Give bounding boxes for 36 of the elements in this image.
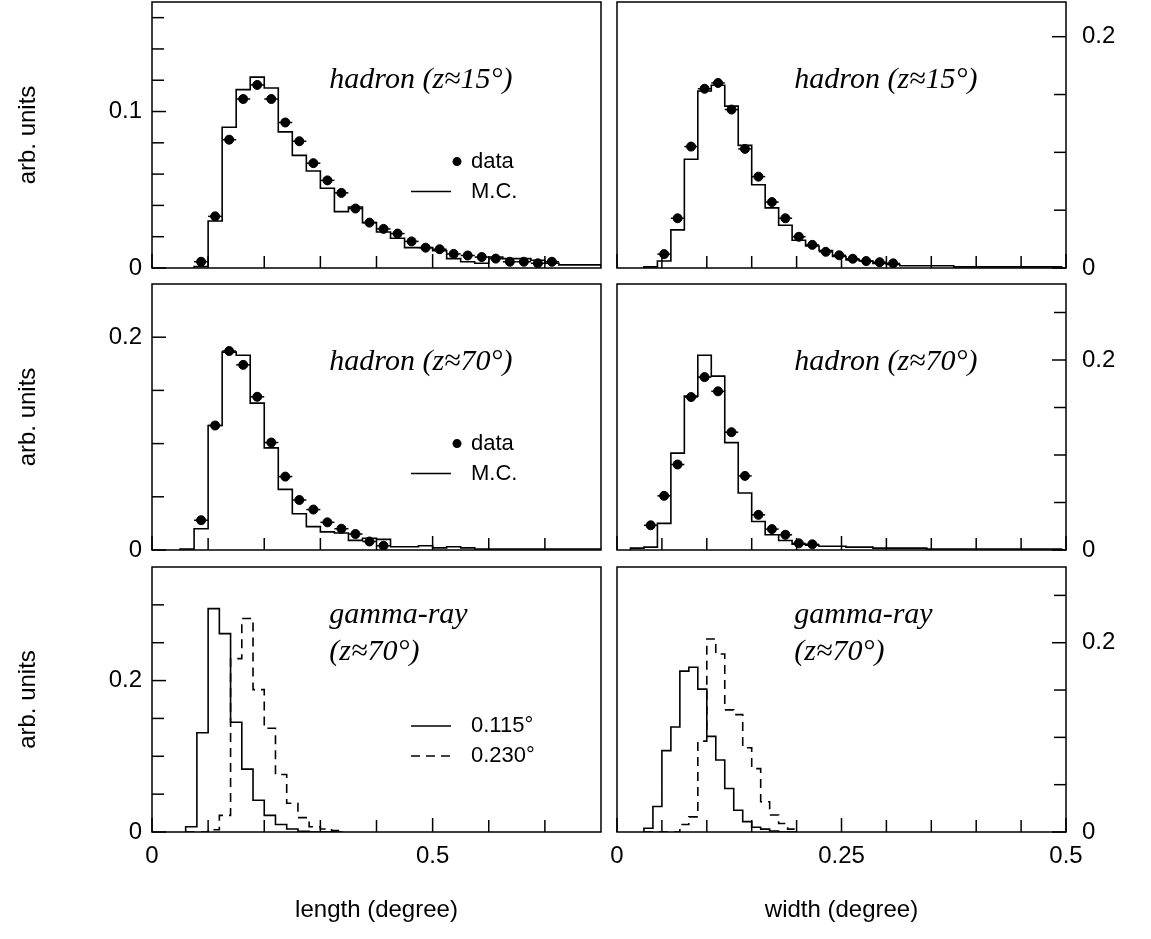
- y-tick-label: 0.2: [108, 321, 142, 349]
- y-axis-title: arb. units: [13, 650, 41, 749]
- annotation: (z≈70°): [329, 632, 420, 667]
- x-tick-label: 0.25: [818, 841, 865, 869]
- y-tick-label: 0: [1082, 534, 1096, 562]
- annotation: hadron (z≈15°): [794, 60, 978, 95]
- legend-label: data: [471, 429, 515, 455]
- y-axis-title: arb. units: [13, 367, 41, 467]
- annotation: hadron (z≈15°): [329, 60, 513, 95]
- y-tick-label: 0: [1082, 816, 1096, 844]
- y-tick-label: 0.2: [108, 665, 142, 693]
- annotation: gamma-ray: [329, 595, 469, 629]
- legend-label: data: [471, 147, 515, 173]
- annotation: gamma-ray: [794, 595, 934, 629]
- annotation: hadron (z≈70°): [329, 342, 513, 377]
- y-tick-label: 0.2: [1082, 627, 1116, 655]
- x-tick-label: 0: [145, 841, 159, 869]
- x-axis-title: length (degree): [295, 895, 458, 923]
- annotation: (z≈70°): [794, 632, 885, 667]
- y-tick-label: 0: [128, 252, 142, 280]
- legend-label: 0.115°: [471, 712, 534, 738]
- y-tick-label: 0.2: [1082, 21, 1116, 49]
- x-axis-title: width (degree): [763, 895, 919, 923]
- x-tick-label: 0: [610, 841, 624, 869]
- y-tick-label: 0.1: [108, 96, 142, 124]
- y-tick-label: 0: [128, 534, 142, 562]
- legend-label: M.C.: [471, 459, 518, 485]
- x-tick-label: 0.5: [1049, 841, 1083, 869]
- legend-label: 0.230°: [471, 742, 535, 768]
- y-axis-title: arb. units: [13, 85, 41, 185]
- y-tick-label: 0: [128, 816, 142, 844]
- y-tick-label: 0: [1082, 252, 1096, 280]
- y-tick-label: 0.2: [1082, 344, 1116, 372]
- x-tick-label: 0.5: [415, 841, 450, 869]
- legend-label: M.C.: [471, 177, 518, 203]
- annotation: hadron (z≈70°): [794, 342, 978, 377]
